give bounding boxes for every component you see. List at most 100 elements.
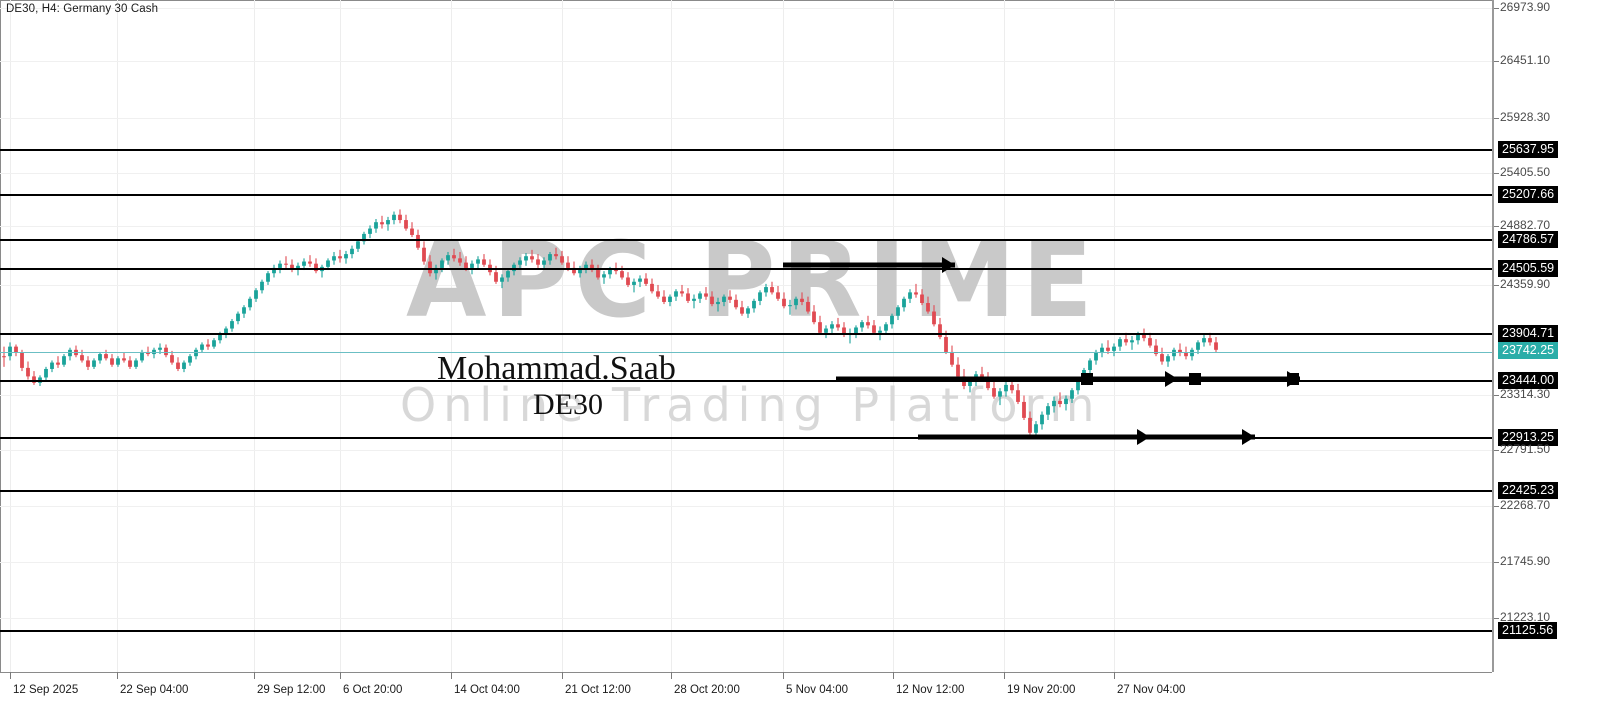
candlestick [146,346,150,357]
horizontal-gridline [0,285,1492,286]
candlestick [596,264,600,280]
candlestick [794,296,798,310]
time-tick [783,672,784,679]
vertical-gridline [10,0,11,672]
price-level-badge[interactable]: 24786.57 [1498,231,1559,248]
arrowhead [1137,429,1150,445]
time-tick-label: 5 Nov 04:00 [786,684,849,696]
time-tick-label: 29 Sep 12:00 [257,684,326,696]
horizontal-gridline [0,226,1492,227]
candlestick [836,317,840,331]
candlestick [1178,343,1182,357]
price-level-badge[interactable]: 22425.23 [1498,482,1559,499]
horizontal-gridline [0,118,1492,119]
price-level-line[interactable] [0,630,1492,632]
candlestick [938,317,942,340]
horizontal-gridline [0,8,1492,9]
time-tick-label: 21 Oct 12:00 [565,684,631,696]
price-level-line[interactable] [0,380,1492,382]
price-level-badge[interactable]: 22913.25 [1498,429,1559,446]
candlestick [344,250,348,264]
upper-trend-arrow[interactable] [783,257,955,273]
price-scale[interactable]: 26973.90 26451.10 25928.30 25637.95 25405.50… [1492,0,1600,672]
candlestick [764,283,768,297]
time-tick [117,672,118,679]
candlestick [914,283,918,298]
lower-trend-arrow[interactable] [918,429,1255,445]
vertical-gridline [783,0,784,672]
current-price-badge[interactable]: 23742.25 [1498,342,1559,359]
candlestick [410,222,414,238]
candlestick [626,272,630,288]
price-level-line[interactable] [0,333,1492,335]
price-level-line[interactable] [0,149,1492,151]
horizontal-gridline [0,450,1492,451]
price-tick-label: 25928.30 [1500,110,1551,124]
price-level-badge[interactable]: 25207.66 [1498,186,1559,203]
candlestick [692,294,696,309]
anchor-handle[interactable] [1287,373,1299,385]
candlestick [530,249,534,263]
vertical-gridline [117,0,118,672]
price-level-line[interactable] [0,268,1492,270]
price-plot-area[interactable]: APC PRIME Online Trading Platform Mohamm… [0,0,1492,672]
candlestick [332,251,336,265]
time-tick-label: 19 Nov 20:00 [1007,684,1076,696]
price-level-line[interactable] [0,194,1492,196]
candlestick [254,288,258,302]
candlestick [176,357,180,372]
price-level-line[interactable] [0,239,1492,241]
candlestick [1004,381,1008,397]
candlestick [524,253,528,266]
candlestick [812,305,816,325]
time-tick [671,672,672,679]
trend-arrow-annotations[interactable] [0,0,1492,672]
anchor-handle[interactable] [1189,373,1201,385]
time-tick [254,672,255,679]
candlestick [128,356,132,369]
price-level-line[interactable] [0,490,1492,492]
candlestick [272,264,276,278]
price-level-badge[interactable]: 24505.59 [1498,260,1559,277]
middle-trend-arrow[interactable] [836,371,1300,387]
candlestick [398,209,402,224]
candlestick [650,278,654,294]
vertical-gridline [562,0,563,672]
candlestick [956,357,960,379]
time-scale[interactable]: 12 Sep 2025 22 Sep 04:00 29 Sep 12:00 6 Oct… [0,672,1492,711]
time-tick-label: 12 Sep 2025 [13,684,79,696]
plot-top-border [0,0,1492,1]
candlestick [632,278,636,293]
candlestick [758,290,762,306]
candlestick [818,315,822,335]
price-level-badge[interactable]: 23904.71 [1498,325,1559,342]
candlestick [734,294,738,310]
candlestick [1160,347,1164,365]
candlestick [62,354,66,367]
candlestick [182,360,186,373]
candlestick [428,255,432,277]
price-level-line[interactable] [0,437,1492,439]
candlestick [1184,346,1188,360]
candlestick [476,256,480,269]
candlestick [686,288,690,304]
candlestick [2,346,6,367]
candlestick [824,325,828,339]
anchor-handle[interactable] [1081,373,1093,385]
price-level-badge[interactable]: 25637.95 [1498,141,1559,158]
candlestick [860,320,864,332]
price-tick [1494,8,1499,9]
arrowhead [1165,371,1178,387]
price-level-badge[interactable]: 21125.56 [1498,622,1558,639]
candlestick [8,342,12,361]
symbol-timeframe-label: DE30, H4: Germany 30 Cash [6,3,159,15]
time-tick-label: 28 Oct 20:00 [674,684,740,696]
price-level-badge[interactable]: 23444.00 [1498,372,1559,389]
vertical-gridline [451,0,452,672]
candlestick [50,360,54,373]
candlestick [1058,392,1062,408]
candlestick [1028,411,1032,436]
time-tick-label: 22 Sep 04:00 [120,684,189,696]
price-tick-label: 21745.90 [1500,554,1551,568]
time-tick [893,672,894,679]
